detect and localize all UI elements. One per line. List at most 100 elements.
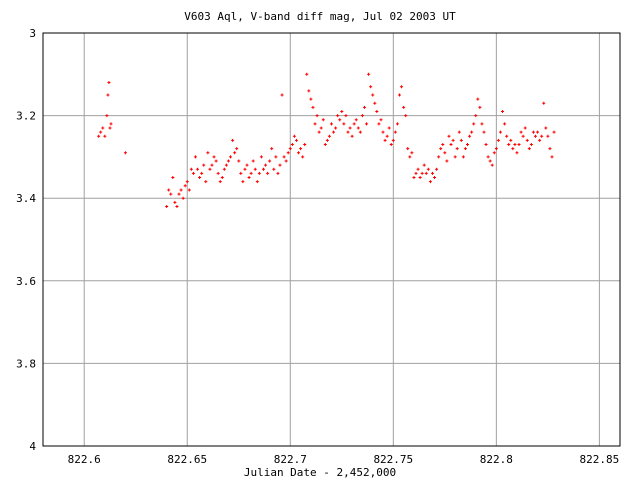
data-point [490, 163, 494, 167]
data-point [459, 138, 463, 142]
y-tick-label: 3.8 [16, 357, 36, 370]
data-point [249, 171, 253, 175]
data-point [354, 118, 358, 122]
data-point [546, 134, 550, 138]
data-point [480, 122, 484, 126]
data-point [538, 138, 542, 142]
data-point [544, 126, 548, 130]
data-point [218, 180, 222, 184]
y-tick-label: 4 [29, 440, 36, 453]
data-point [233, 151, 237, 155]
data-point [259, 155, 263, 159]
x-tick-label: 822.65 [167, 453, 207, 466]
data-point [109, 122, 113, 126]
data-point [379, 118, 383, 122]
data-point [418, 176, 422, 180]
x-tick-label: 822.6 [68, 453, 101, 466]
data-point [507, 143, 511, 147]
data-point [247, 176, 251, 180]
data-point [414, 171, 418, 175]
data-point [350, 134, 354, 138]
data-point [385, 134, 389, 138]
grid-layer [43, 33, 620, 446]
data-points [97, 72, 556, 208]
data-point [253, 167, 257, 171]
data-point [210, 163, 214, 167]
data-point [356, 126, 360, 130]
data-point [181, 196, 185, 200]
data-point [404, 114, 408, 118]
data-point [437, 155, 441, 159]
data-point [321, 118, 325, 122]
data-point [348, 126, 352, 130]
data-point [292, 134, 296, 138]
data-point [239, 171, 243, 175]
data-point [478, 105, 482, 109]
data-point [552, 130, 556, 134]
data-point [534, 134, 538, 138]
data-point [216, 171, 220, 175]
data-point [241, 180, 245, 184]
data-point [517, 143, 521, 147]
data-point [511, 147, 515, 151]
data-point [101, 126, 105, 130]
data-point [381, 130, 385, 134]
data-point [519, 130, 523, 134]
data-point [346, 130, 350, 134]
data-point [251, 159, 255, 163]
data-point [305, 72, 309, 76]
data-point [463, 147, 467, 151]
data-point [99, 130, 103, 134]
data-point [451, 138, 455, 142]
data-point [171, 176, 175, 180]
data-point [235, 147, 239, 151]
data-point [542, 101, 546, 105]
data-point [315, 114, 319, 118]
data-point [457, 130, 461, 134]
y-tick-label: 3.6 [16, 275, 36, 288]
data-point [540, 134, 544, 138]
data-point [214, 159, 218, 163]
data-point [365, 122, 369, 126]
data-point [443, 151, 447, 155]
data-point [373, 101, 377, 105]
data-point [202, 163, 206, 167]
data-point [430, 171, 434, 175]
data-point [330, 122, 333, 126]
data-point [424, 171, 428, 175]
data-point [237, 159, 241, 163]
data-point [123, 151, 127, 155]
data-point [165, 204, 169, 208]
data-point [536, 130, 540, 134]
data-point [309, 97, 313, 101]
x-tick-label: 822.8 [480, 453, 513, 466]
data-point [447, 134, 451, 138]
data-point [276, 171, 280, 175]
data-point [313, 122, 317, 126]
data-point [523, 126, 527, 130]
data-point [177, 192, 181, 196]
data-point [441, 143, 445, 147]
data-point [97, 134, 101, 138]
data-point [222, 167, 226, 171]
data-point [482, 130, 486, 134]
data-point [496, 138, 500, 142]
data-point [461, 155, 465, 159]
data-point [369, 85, 373, 89]
x-tick-label: 822.75 [373, 453, 413, 466]
data-point [299, 147, 303, 151]
data-point [334, 126, 338, 130]
x-tick-label: 822.85 [580, 453, 620, 466]
data-point [550, 155, 554, 159]
x-tick-labels: 822.6 822.65 822.7 822.75 822.8 822.85 [68, 453, 620, 466]
data-point [375, 109, 379, 113]
data-point [470, 130, 474, 134]
data-point [332, 130, 336, 134]
data-point [286, 151, 290, 155]
data-point [466, 143, 470, 147]
data-point [492, 151, 496, 155]
data-point [179, 188, 183, 192]
data-point [245, 163, 249, 167]
data-point [476, 97, 480, 101]
